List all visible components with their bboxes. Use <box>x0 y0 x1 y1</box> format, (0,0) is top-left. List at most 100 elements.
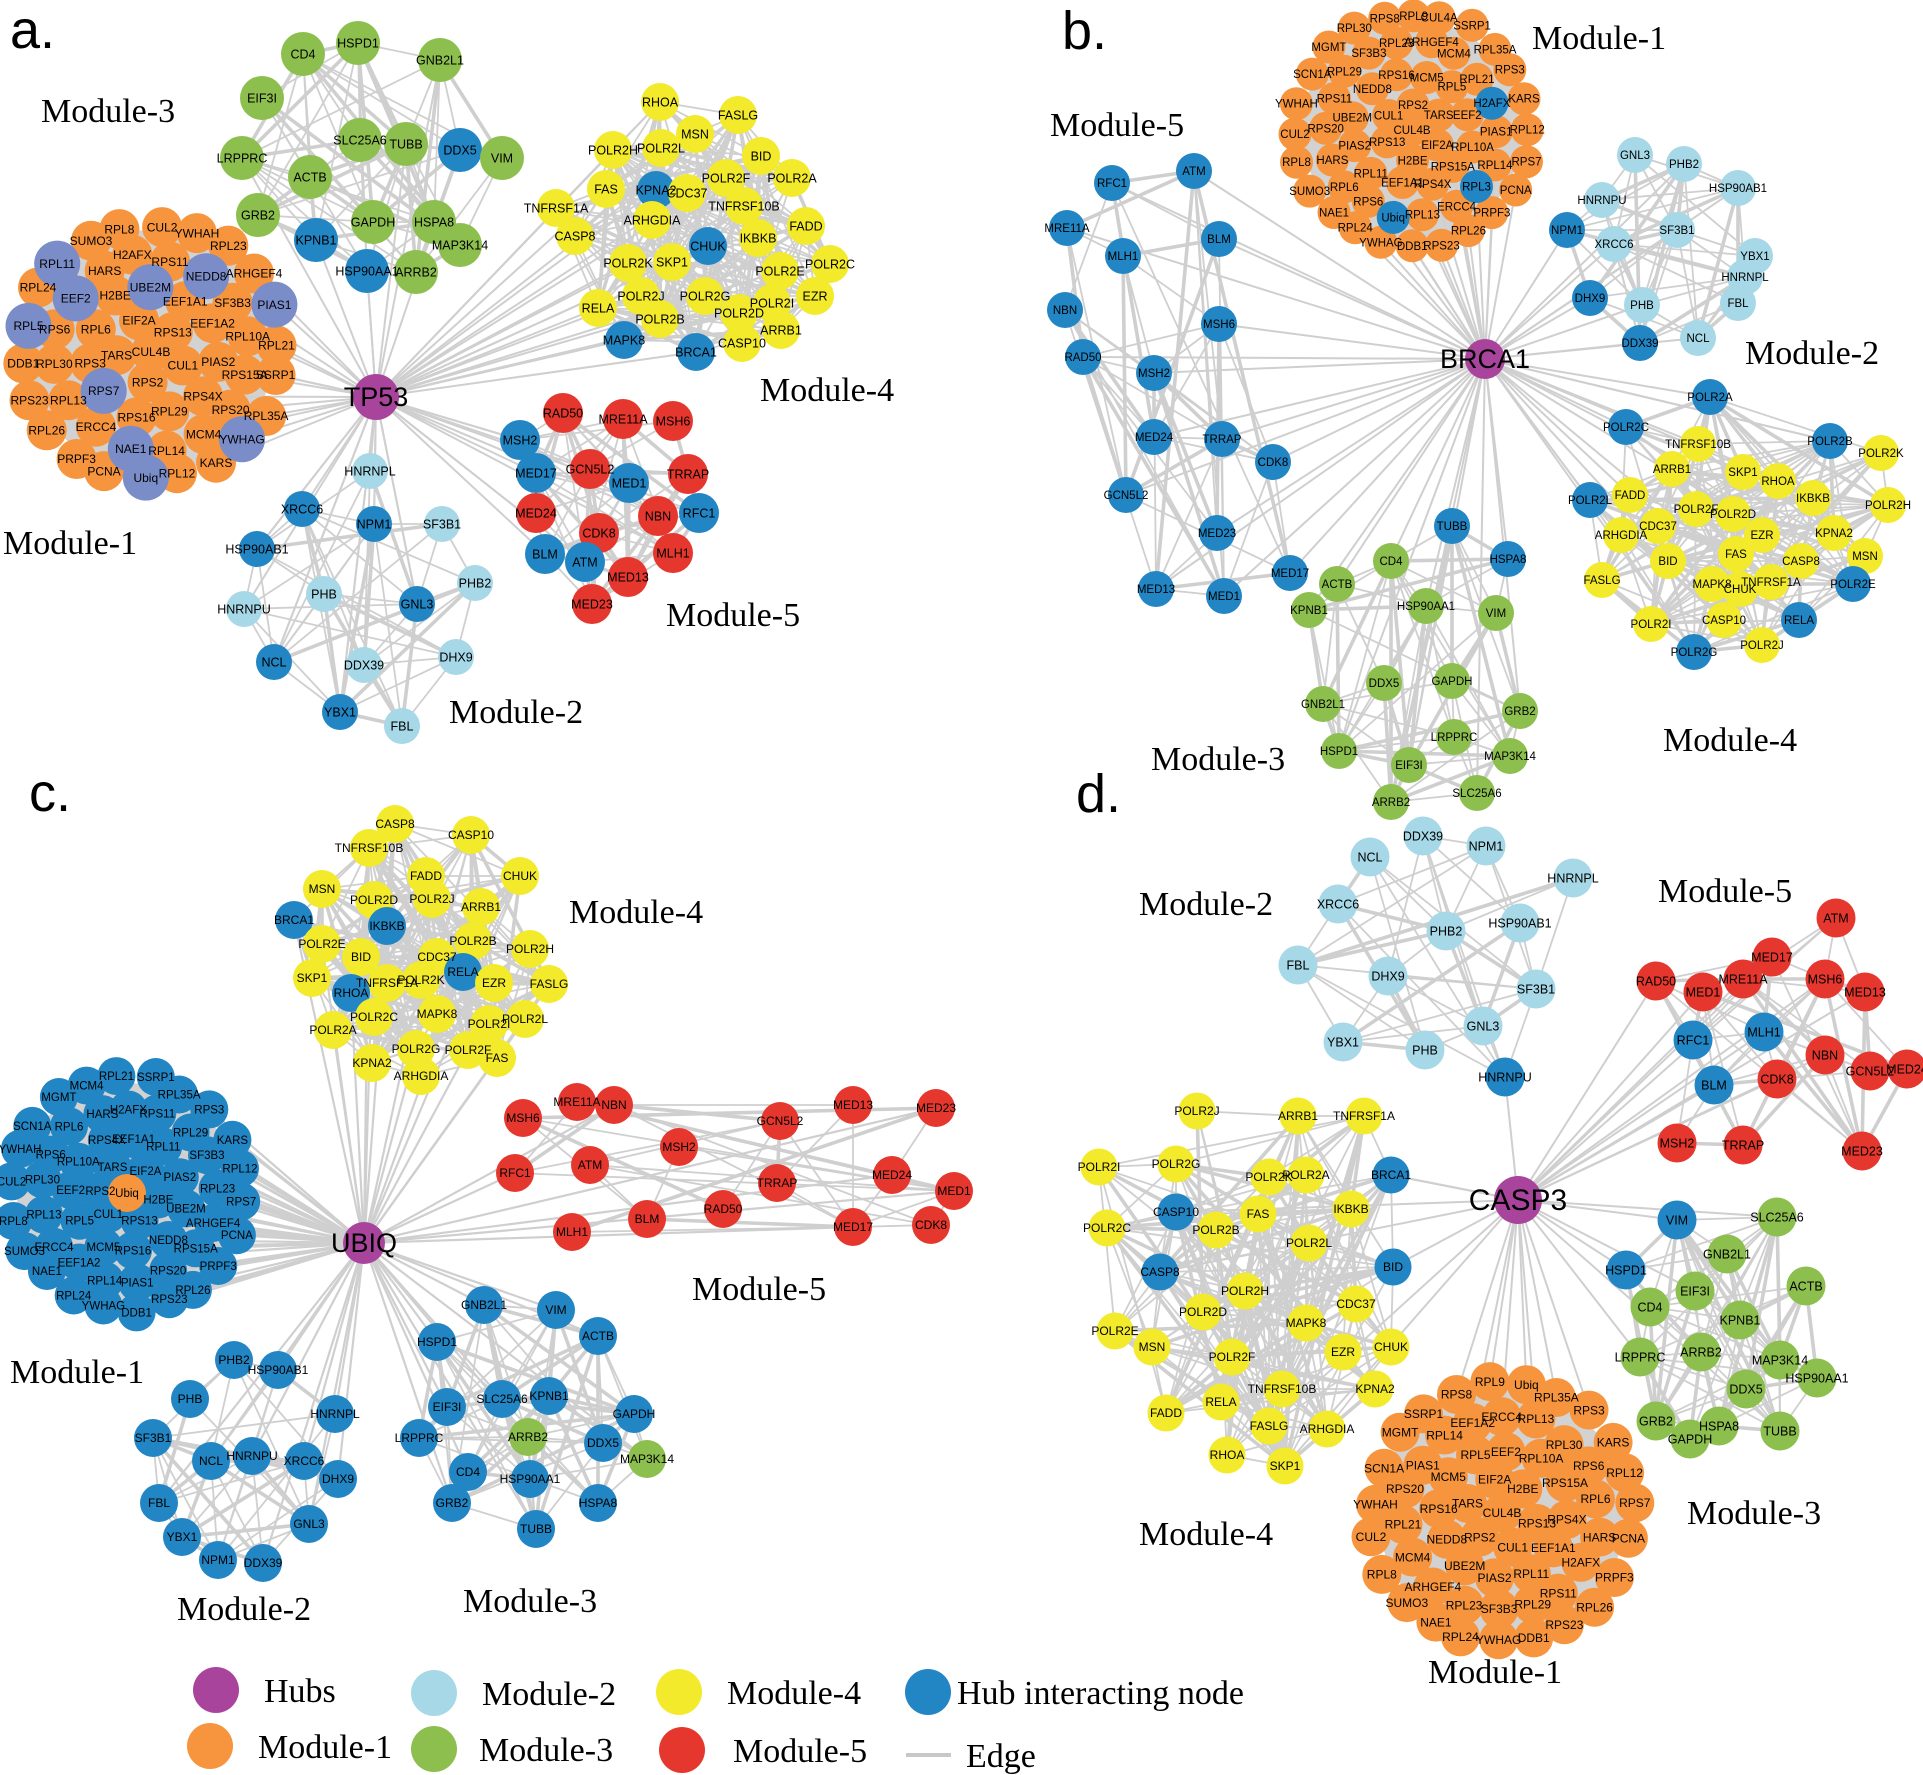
svg-text:CDC37: CDC37 <box>1639 521 1677 533</box>
svg-text:RPS15A: RPS15A <box>222 368 268 382</box>
svg-text:CUL1: CUL1 <box>94 1209 123 1221</box>
svg-text:MED1: MED1 <box>1686 985 1721 999</box>
svg-text:H2AFX: H2AFX <box>110 1105 147 1117</box>
svg-text:MED24: MED24 <box>872 1168 912 1182</box>
svg-text:PHB: PHB <box>178 1392 203 1406</box>
svg-text:BRCA1: BRCA1 <box>274 913 314 927</box>
svg-text:HSP90AB1: HSP90AB1 <box>225 542 288 556</box>
svg-text:KPNB1: KPNB1 <box>1290 605 1328 617</box>
svg-text:RPL14: RPL14 <box>1426 1428 1463 1442</box>
svg-text:SSRP1: SSRP1 <box>1404 1407 1444 1421</box>
svg-text:EEF1A1: EEF1A1 <box>1531 1541 1576 1555</box>
svg-text:RPS6: RPS6 <box>39 323 71 337</box>
svg-text:MED24: MED24 <box>515 506 557 520</box>
svg-text:TRRAP: TRRAP <box>667 467 709 481</box>
svg-text:EIF2A: EIF2A <box>130 1166 162 1178</box>
svg-text:RPS7: RPS7 <box>1511 157 1541 169</box>
svg-text:XRCC6: XRCC6 <box>281 502 323 516</box>
svg-text:KPNA2: KPNA2 <box>352 1056 392 1070</box>
svg-text:RPL13: RPL13 <box>1405 210 1440 222</box>
svg-text:BRCA1: BRCA1 <box>675 345 717 359</box>
svg-text:MAP3K14: MAP3K14 <box>1484 751 1536 763</box>
svg-text:EEF2: EEF2 <box>61 292 91 306</box>
svg-text:LRPPRC: LRPPRC <box>217 151 268 165</box>
svg-text:RPS20: RPS20 <box>212 403 250 417</box>
svg-text:POLR2L: POLR2L <box>1568 495 1613 507</box>
svg-text:Module-5: Module-5 <box>1658 873 1792 910</box>
svg-text:RPL35A: RPL35A <box>244 409 289 423</box>
svg-text:TNFRSF1A: TNFRSF1A <box>1333 1109 1395 1123</box>
svg-text:NBN: NBN <box>601 1098 626 1112</box>
svg-text:RPL23: RPL23 <box>210 239 247 253</box>
svg-text:FBL: FBL <box>391 719 414 733</box>
svg-text:b.: b. <box>1062 1 1107 61</box>
svg-text:KPNA2: KPNA2 <box>1815 528 1853 540</box>
svg-text:ARHGDIA: ARHGDIA <box>1595 530 1648 542</box>
svg-text:DHX9: DHX9 <box>322 1472 354 1486</box>
svg-text:UBE2M: UBE2M <box>166 1203 206 1215</box>
svg-text:EZR: EZR <box>1331 1345 1355 1359</box>
svg-text:YBX1: YBX1 <box>167 1530 198 1544</box>
svg-text:Module-4: Module-4 <box>727 1675 861 1712</box>
svg-text:RPS6: RPS6 <box>1573 1459 1605 1473</box>
svg-text:MED13: MED13 <box>607 570 649 584</box>
svg-text:POLR2C: POLR2C <box>805 257 855 271</box>
svg-text:PIAS2: PIAS2 <box>163 1172 196 1184</box>
svg-text:CUL1: CUL1 <box>1374 111 1403 123</box>
svg-text:MED23: MED23 <box>1841 1144 1883 1158</box>
svg-text:BRCA1: BRCA1 <box>1371 1168 1411 1182</box>
svg-text:KARS: KARS <box>1508 94 1540 106</box>
svg-text:CUL2: CUL2 <box>0 1177 26 1189</box>
svg-text:Ubiq: Ubiq <box>1381 213 1405 225</box>
svg-text:IKBKB: IKBKB <box>1796 493 1830 505</box>
svg-text:RPS11: RPS11 <box>1540 1586 1577 1600</box>
svg-text:PCNA: PCNA <box>1500 185 1532 197</box>
svg-text:POLR2G: POLR2G <box>392 1042 441 1056</box>
svg-text:MSN: MSN <box>681 127 709 141</box>
svg-text:MSH2: MSH2 <box>1660 1136 1695 1150</box>
svg-text:EEF1A1: EEF1A1 <box>1381 178 1424 190</box>
svg-text:RPL23: RPL23 <box>1379 38 1414 50</box>
svg-text:CASP10: CASP10 <box>718 336 766 350</box>
svg-text:EZR: EZR <box>482 976 506 990</box>
svg-text:CDC37: CDC37 <box>1336 1297 1376 1311</box>
svg-text:RPL12: RPL12 <box>222 1164 257 1176</box>
svg-text:KPNA2: KPNA2 <box>1355 1382 1395 1396</box>
svg-text:BLM: BLM <box>1701 1078 1727 1092</box>
svg-text:RPL5: RPL5 <box>1438 82 1467 94</box>
svg-text:Hubs: Hubs <box>264 1673 336 1710</box>
svg-text:DDB1: DDB1 <box>1397 241 1428 253</box>
svg-text:RPS6: RPS6 <box>36 1150 66 1162</box>
svg-text:RPL26: RPL26 <box>1576 1600 1613 1614</box>
svg-text:TNFRSF1A: TNFRSF1A <box>1741 577 1801 589</box>
svg-text:RPS7: RPS7 <box>1619 1496 1651 1510</box>
svg-text:RPS15A: RPS15A <box>174 1243 218 1255</box>
svg-text:MED13: MED13 <box>1137 584 1175 596</box>
svg-text:POLR2E: POLR2E <box>1830 579 1876 591</box>
svg-text:FASLG: FASLG <box>1583 575 1620 587</box>
svg-text:TNFRSF1A: TNFRSF1A <box>524 201 589 215</box>
svg-text:RPS7: RPS7 <box>88 384 120 398</box>
svg-text:DHX9: DHX9 <box>439 650 472 664</box>
svg-text:BLM: BLM <box>1207 234 1231 246</box>
svg-text:POLR2L: POLR2L <box>502 1012 548 1026</box>
svg-text:CDC37: CDC37 <box>417 950 457 964</box>
svg-text:NAE1: NAE1 <box>115 442 147 456</box>
svg-text:RPL21: RPL21 <box>258 339 295 353</box>
svg-text:POLR2C: POLR2C <box>1603 422 1649 434</box>
svg-text:FAS: FAS <box>1247 1207 1270 1221</box>
svg-text:PIAS1: PIAS1 <box>121 1277 154 1289</box>
svg-text:RPL21: RPL21 <box>1459 74 1494 86</box>
svg-text:POLR2A: POLR2A <box>1687 392 1733 404</box>
svg-text:XRCC6: XRCC6 <box>1595 239 1634 251</box>
svg-text:HNRNPU: HNRNPU <box>217 602 270 616</box>
svg-text:POLR2C: POLR2C <box>1083 1221 1131 1235</box>
svg-text:MAP3K14: MAP3K14 <box>620 1452 674 1466</box>
svg-text:CASP8: CASP8 <box>375 817 415 831</box>
svg-text:Module-3: Module-3 <box>1687 1495 1821 1532</box>
svg-text:RPL26: RPL26 <box>175 1285 210 1297</box>
svg-text:CUL4B: CUL4B <box>132 345 171 359</box>
svg-text:H2AFX: H2AFX <box>1473 98 1510 110</box>
svg-text:PIAS2: PIAS2 <box>1338 141 1371 153</box>
svg-text:DDX39: DDX39 <box>244 1556 283 1570</box>
